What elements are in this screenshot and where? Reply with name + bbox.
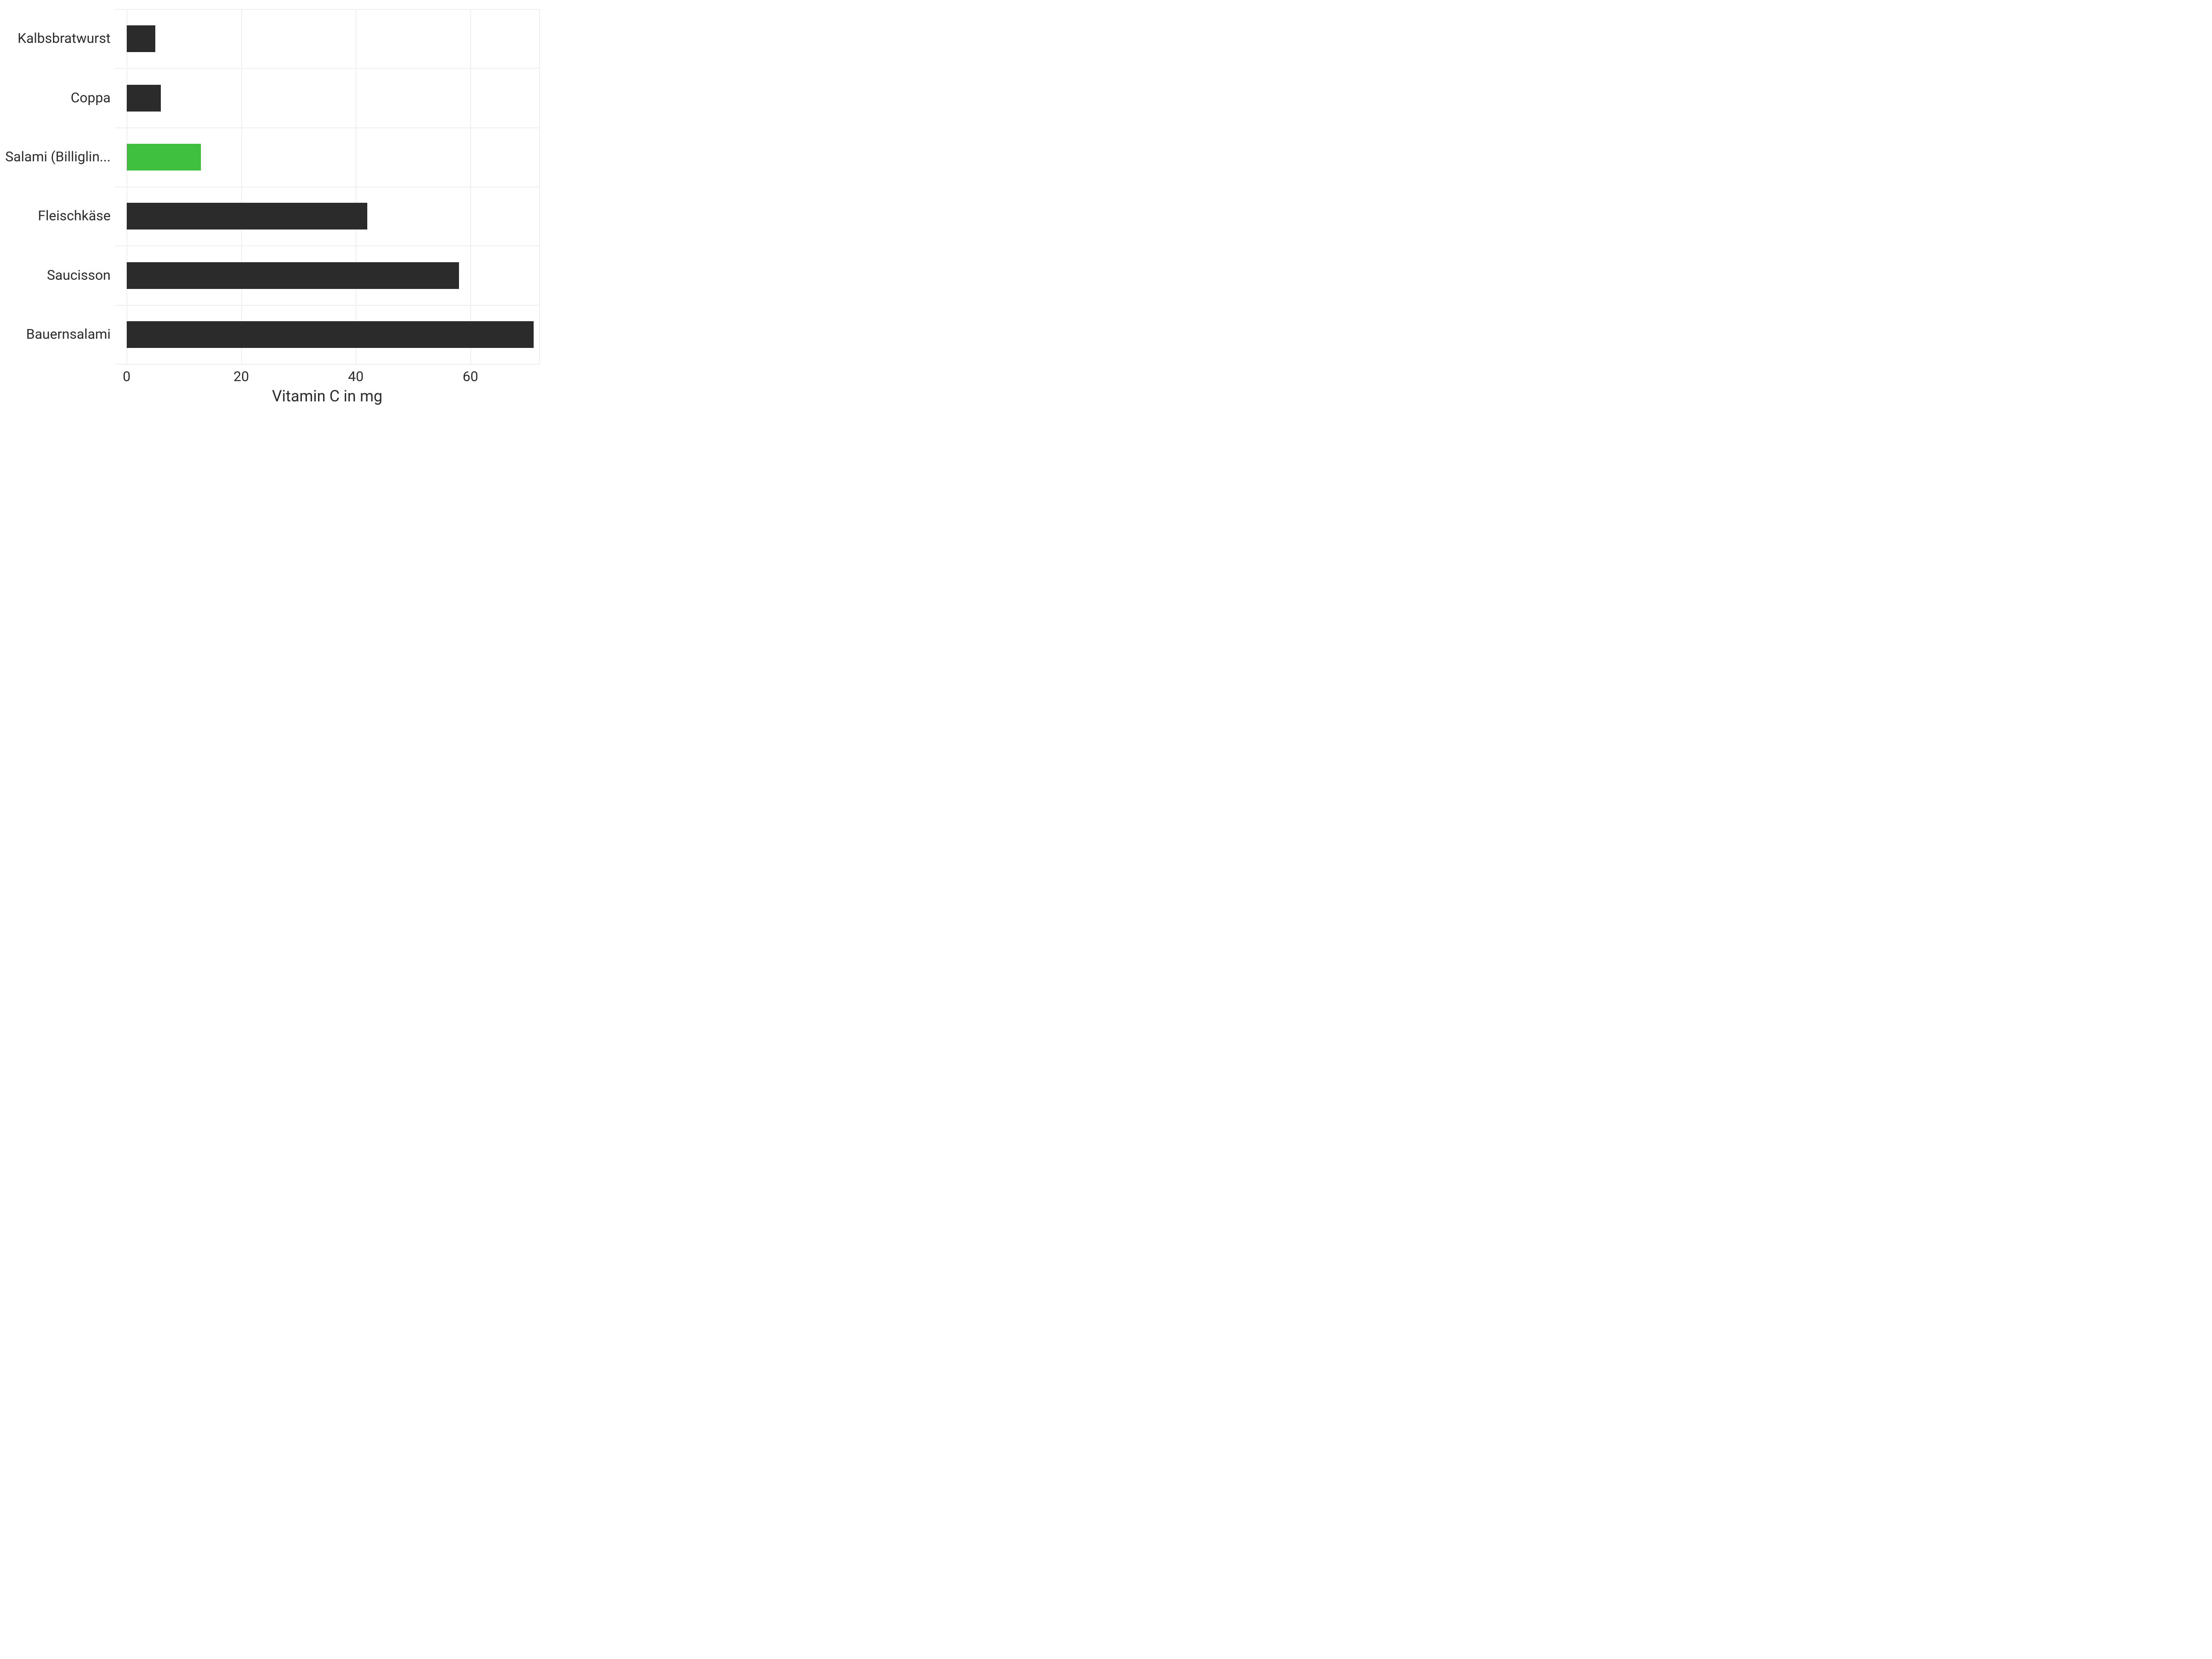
- y-category-label: Salami (Billiglin...: [5, 149, 111, 165]
- grid-line-horizontal: [115, 68, 539, 69]
- x-tick-label: 20: [234, 369, 249, 385]
- bar: [127, 25, 155, 52]
- y-category-label: Kalbsbratwurst: [5, 30, 111, 47]
- bar: [127, 262, 459, 289]
- x-tick-label: 60: [463, 369, 478, 385]
- x-tick-label: 0: [123, 369, 130, 385]
- y-category-label: Coppa: [5, 90, 111, 106]
- x-tick-label: 40: [348, 369, 364, 385]
- grid-line-horizontal: [115, 9, 539, 10]
- vitamin-c-bar-chart: Vitamin C in mg 0 20 40 60 Kalbsbratwurst Cop…: [0, 0, 553, 415]
- grid-line-horizontal: [115, 305, 539, 306]
- y-category-label: Fleischkäse: [5, 208, 111, 224]
- grid-line-horizontal: [115, 364, 539, 365]
- x-axis-title: Vitamin C in mg: [115, 387, 539, 406]
- y-category-label: Bauernsalami: [5, 326, 111, 343]
- plot-area: [115, 9, 539, 364]
- bar: [127, 85, 161, 112]
- grid-line-vertical: [539, 9, 540, 364]
- bar: [127, 321, 534, 348]
- bar: [127, 203, 367, 229]
- y-category-label: Saucisson: [5, 267, 111, 284]
- bar: [127, 144, 201, 171]
